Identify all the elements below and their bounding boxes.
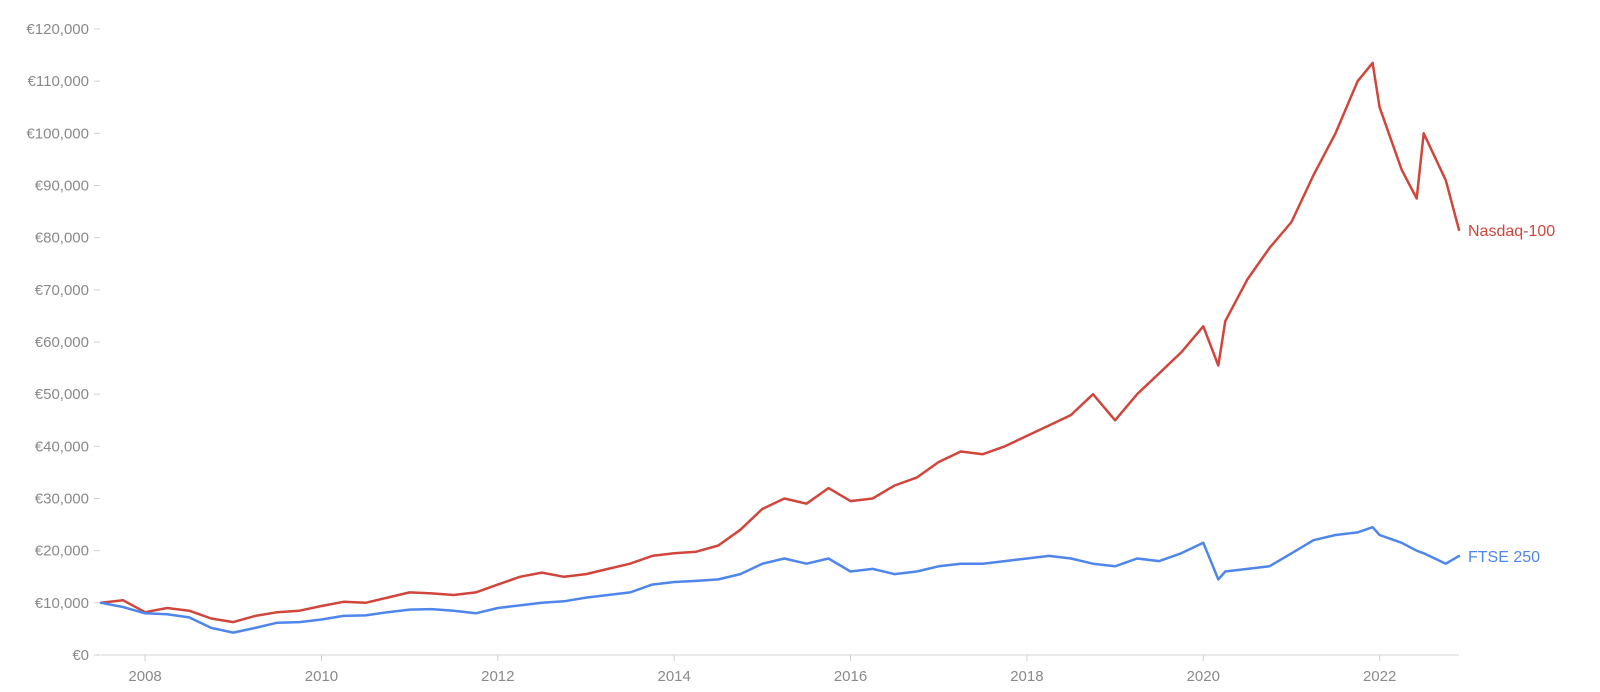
y-tick-label: €40,000 bbox=[35, 438, 89, 455]
x-tick-label: 2020 bbox=[1187, 668, 1220, 685]
series-line-nasdaq-100 bbox=[99, 61, 1461, 624]
y-tick-label: €110,000 bbox=[28, 73, 89, 90]
x-tick-label: 2012 bbox=[481, 668, 514, 685]
y-tick-label: €30,000 bbox=[35, 491, 89, 508]
y-tick-label: €0 bbox=[72, 647, 89, 664]
x-tick-label: 2010 bbox=[305, 668, 338, 685]
series-label-nasdaq-100: Nasdaq-100 bbox=[1468, 223, 1555, 240]
plot-area bbox=[99, 61, 1461, 634]
y-tick-label: €20,000 bbox=[35, 543, 89, 560]
y-tick-label: €60,000 bbox=[35, 334, 89, 351]
y-tick-label: €90,000 bbox=[35, 178, 89, 195]
y-axis: €0 €10,000 €20,000 €30,000 €40,000 €50,000 €60… bbox=[26, 21, 100, 664]
series-line-ftse-250 bbox=[99, 525, 1461, 634]
y-tick-label: €70,000 bbox=[35, 282, 89, 299]
series-label-ftse-250: FTSE 250 bbox=[1468, 549, 1540, 566]
y-tick-label: €120,000 bbox=[26, 21, 89, 38]
x-tick-label: 2016 bbox=[834, 668, 867, 685]
y-tick-label: €10,000 bbox=[35, 595, 89, 612]
y-tick-label: €80,000 bbox=[35, 230, 89, 247]
x-tick-label: 2018 bbox=[1010, 668, 1043, 685]
y-tick-label: €50,000 bbox=[35, 386, 89, 403]
series-labels: Nasdaq-100 FTSE 250 bbox=[1468, 223, 1555, 566]
x-tick-label: 2014 bbox=[657, 668, 690, 685]
x-tick-label: 2022 bbox=[1363, 668, 1396, 685]
y-tick-label: €100,000 bbox=[26, 125, 89, 142]
x-tick-label: 2008 bbox=[128, 668, 161, 685]
x-axis: 2008 2010 2012 2014 2016 2018 2020 2022 bbox=[101, 654, 1459, 685]
